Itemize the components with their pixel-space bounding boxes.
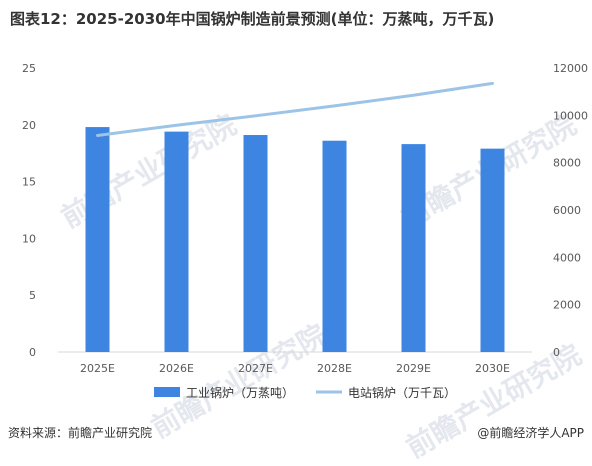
- bar: [480, 148, 505, 352]
- y-right-tick-label: 8000: [553, 157, 581, 170]
- y-right-tick-label: 12000: [553, 62, 588, 75]
- source-note: 资料来源：前瞻产业研究院: [8, 426, 153, 440]
- y-left-tick-label: 15: [22, 176, 36, 189]
- x-tick-label: 2025E: [80, 362, 115, 375]
- line-series: [96, 81, 494, 137]
- y-right-tick-label: 2000: [553, 299, 581, 312]
- y-right-tick-label: 6000: [553, 204, 581, 217]
- brand-credit: @前瞻经济学人APP: [477, 426, 584, 440]
- legend-swatch-bar: [154, 387, 180, 397]
- y-right-tick-label: 10000: [553, 109, 588, 122]
- x-tick-label: 2029E: [396, 362, 431, 375]
- legend-label-bar: 工业锅炉（万蒸吨）: [186, 385, 294, 400]
- y-left-tick-label: 0: [29, 346, 36, 359]
- x-tick-label: 2027E: [238, 362, 273, 375]
- bar: [164, 131, 189, 352]
- bar: [243, 135, 268, 352]
- y-right-tick-label: 4000: [553, 251, 581, 264]
- x-tick-label: 2026E: [159, 362, 194, 375]
- y-right-tick-label: 0: [553, 346, 560, 359]
- y-left-tick-label: 5: [29, 289, 36, 302]
- chart: 0 5 10 15 20 25 0 2000 4000 6000 8000 10000 12000 202…: [22, 62, 588, 400]
- bar: [85, 127, 110, 353]
- x-tick-label: 2028E: [317, 362, 352, 375]
- bar: [401, 144, 426, 352]
- y-left-tick-label: 25: [22, 62, 36, 75]
- bar: [322, 140, 347, 352]
- legend-label-line: 电站锅炉（万千瓦）: [348, 385, 456, 400]
- chart-title: 图表12：2025-2030年中国锅炉制造前景预测(单位：万蒸吨，万千瓦): [10, 10, 495, 28]
- x-tick-label: 2030E: [475, 362, 510, 375]
- y-left-tick-label: 10: [22, 232, 36, 245]
- y-left-tick-label: 20: [22, 119, 36, 132]
- footer: 资料来源：前瞻产业研究院 @前瞻经济学人APP: [0, 422, 592, 444]
